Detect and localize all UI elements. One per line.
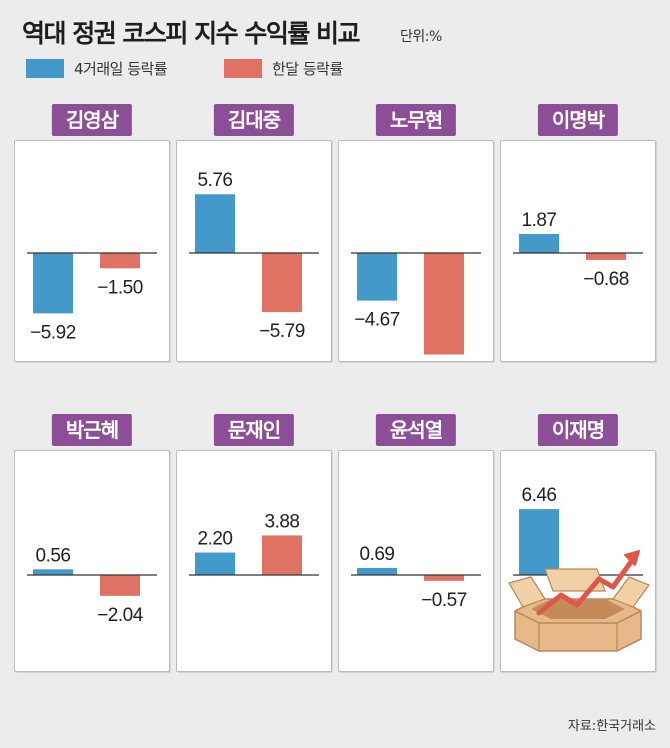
panel-box: 1.87 −0.68 [500,140,656,362]
bar-4day [357,567,397,575]
data-label: 0.56 [36,545,71,566]
data-label: 6.46 [522,485,557,506]
panel-box: 6.46 [500,450,656,672]
legend-swatch-1month [224,59,262,78]
legend-label-4day: 4거래일 등락률 [74,60,168,78]
data-label: −0.68 [583,269,629,290]
panel-3: 이명박 1.87 −0.68 [500,104,656,362]
bar-1month [100,575,140,596]
panel-4: 박근혜 0.56 −2.04 [14,414,170,672]
panel-box: 0.69 −0.57 [338,450,494,672]
data-label: −0.57 [421,590,467,611]
panel-name-tab: 김영삼 [51,104,133,136]
bar-1month [424,253,464,355]
panel-2: 노무현 −4.67−9.95 [338,104,494,362]
bar-4day [195,194,235,253]
panel-name-tab: 문재인 [213,414,295,446]
bar-1month [586,253,626,260]
data-label: 2.20 [198,529,233,550]
panel-1: 김대중 5.76 −5.79 [176,104,332,362]
panel-chart: 0.56 −2.04 [27,545,157,626]
bar-1month [424,575,464,581]
bar-4day [357,253,397,301]
panel-0: 김영삼 −5.92 −1.50 [14,104,170,362]
panel-box: −5.92 −1.50 [14,140,170,362]
bar-4day [33,253,73,314]
panel-box: 0.56 −2.04 [14,450,170,672]
panel-box: 2.20 3.88 [176,450,332,672]
panel-7: 이재명 6.46 [500,414,656,672]
panel-chart: 2.20 3.88 [189,511,319,576]
panel-name-tab: 박근혜 [51,414,133,446]
panel-box: −4.67−9.95 [338,140,494,362]
data-label: −5.92 [30,322,76,343]
data-label: 1.87 [522,210,557,231]
data-label: −5.79 [259,321,305,342]
panel-chart: 1.87 −0.68 [513,210,643,290]
legend-swatch-4day [26,59,64,78]
panel-chart: 0.69 −0.57 [351,544,481,611]
bar-1month [100,253,140,269]
panel-6: 윤석열 0.69 −0.57 [338,414,494,672]
unit-label: 단위:% [400,29,442,45]
bar-4day [519,509,559,575]
rising-box-illustration [508,550,650,652]
panel-chart: 5.76 −5.79 [189,170,319,342]
data-label: −1.50 [97,277,143,298]
panel-name-tab: 이재명 [537,414,619,446]
bar-4day [195,552,235,575]
chart-title: 역대 정권 코스피 지수 수익률 비교 [22,19,361,48]
data-label: 0.69 [360,544,395,565]
legend-item-1month: 한달 등락률 [224,58,343,79]
bar-1month [262,535,302,575]
bar-4day [33,569,73,575]
panel-name-tab: 노무현 [375,104,457,136]
panel-chart: −4.67−9.95 [351,252,481,355]
bar-1month [262,253,302,313]
data-label: −2.04 [97,605,144,626]
data-label: −4.67 [354,310,400,331]
panel-5: 문재인 2.20 3.88 [176,414,332,672]
panel-chart: −5.92 −1.50 [27,252,157,343]
source-label: 자료:한국거래소 [567,719,656,734]
legend-label-1month: 한달 등락률 [272,60,343,78]
bar-4day [519,233,559,253]
panel-box: 5.76 −5.79 [176,140,332,362]
panel-name-tab: 윤석열 [375,414,457,446]
data-label: 5.76 [198,170,233,191]
panel-name-tab: 김대중 [213,104,295,136]
data-label: 3.88 [265,511,300,532]
panel-name-tab: 이명박 [537,104,619,136]
legend-item-4day: 4거래일 등락률 [26,58,168,79]
panel-chart: 6.46 [508,485,650,652]
